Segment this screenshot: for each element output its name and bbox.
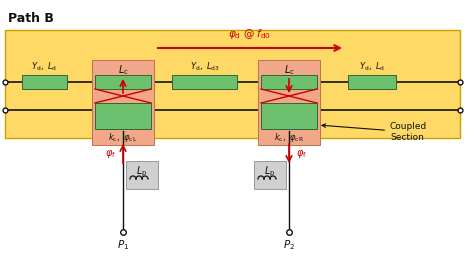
Text: $P_2$: $P_2$ [283, 238, 295, 252]
Text: $\varphi_\mathrm{f}$: $\varphi_\mathrm{f}$ [105, 147, 116, 159]
Text: Coupled
Section: Coupled Section [322, 122, 427, 142]
Bar [95, 103, 151, 129]
Bar [261, 103, 317, 129]
Text: $L_\mathrm{c}$: $L_\mathrm{c}$ [118, 63, 128, 77]
Text: Path B: Path B [8, 11, 54, 25]
Bar [254, 161, 286, 189]
Bar [258, 60, 320, 145]
Bar [22, 75, 67, 89]
Text: $L_\mathrm{p}$: $L_\mathrm{p}$ [137, 165, 148, 179]
Bar [261, 75, 317, 89]
Text: $k_\mathrm{c},\ \varphi_\mathrm{cL}$: $k_\mathrm{c},\ \varphi_\mathrm{cL}$ [109, 131, 137, 144]
Text: $L_\mathrm{p}$: $L_\mathrm{p}$ [264, 165, 276, 179]
Text: $L_\mathrm{c}$: $L_\mathrm{c}$ [283, 63, 294, 77]
Text: $Y_\mathrm{d},\ L_\mathrm{d}$: $Y_\mathrm{d},\ L_\mathrm{d}$ [31, 61, 57, 73]
Bar [95, 75, 151, 89]
Bar [348, 75, 396, 89]
Text: $Y_\mathrm{d},\ L_\mathrm{d3}$: $Y_\mathrm{d},\ L_\mathrm{d3}$ [190, 61, 219, 73]
Text: $\varphi_\mathrm{f}$: $\varphi_\mathrm{f}$ [296, 147, 307, 159]
Bar [92, 60, 154, 145]
Text: $P_1$: $P_1$ [117, 238, 129, 252]
Bar [126, 161, 158, 189]
Text: $Y_\mathrm{d},\ L_\mathrm{d}$: $Y_\mathrm{d},\ L_\mathrm{d}$ [359, 61, 385, 73]
Text: $k_\mathrm{c},\ \varphi_\mathrm{cR}$: $k_\mathrm{c},\ \varphi_\mathrm{cR}$ [274, 131, 304, 144]
Bar [5, 30, 460, 138]
Bar [172, 75, 237, 89]
Text: $\varphi_\mathrm{d}$ @ $f_\mathrm{d0}$: $\varphi_\mathrm{d}$ @ $f_\mathrm{d0}$ [228, 27, 272, 41]
